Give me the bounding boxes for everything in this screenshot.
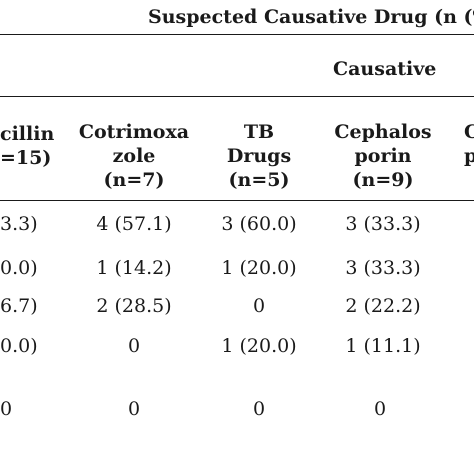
table-cell: 0 (0, 398, 13, 420)
column-header-cephalosporin: Cephalos porin (n=9) (334, 121, 432, 191)
table-cell: 0.0) (0, 335, 38, 357)
table-cell: 1 (14.2) (96, 257, 172, 279)
table-cell: 0 (127, 335, 141, 357)
table-cell: 1 (20.0) (221, 335, 297, 357)
table-cell: 0 (373, 398, 387, 420)
column-header-cotrimoxazole: Cotrimoxa zole (n=7) (78, 121, 190, 191)
table-cell: 2 (22.2) (345, 295, 421, 317)
table-cell: 3 (60.0) (221, 213, 297, 235)
table-cell: 0 (252, 295, 266, 317)
column-header-penicillin: cillin =15) (0, 123, 55, 169)
table-cell: 1 (20.0) (221, 257, 297, 279)
column-header-partial: C p (464, 121, 474, 167)
table-cell: 3.3) (0, 213, 38, 235)
table-cell: 3 (33.3) (345, 257, 421, 279)
table-title: Suspected Causative Drug (n (% (148, 6, 474, 28)
table-cell: 0.0) (0, 257, 38, 279)
table-cell: 3 (33.3) (345, 213, 421, 235)
table-cell: 4 (57.1) (96, 213, 172, 235)
table-cell: 2 (28.5) (96, 295, 172, 317)
table-cell: 1 (11.1) (345, 335, 421, 357)
subheader-causative: Causative (333, 58, 437, 80)
column-header-tb-drugs: TB Drugs (n=5) (226, 121, 292, 191)
table-cell: 0 (252, 398, 266, 420)
rule-header (0, 96, 474, 97)
table-cell: 0 (127, 398, 141, 420)
rule-body (0, 200, 474, 201)
table-cell: 6.7) (0, 295, 38, 317)
rule-top (0, 34, 474, 35)
